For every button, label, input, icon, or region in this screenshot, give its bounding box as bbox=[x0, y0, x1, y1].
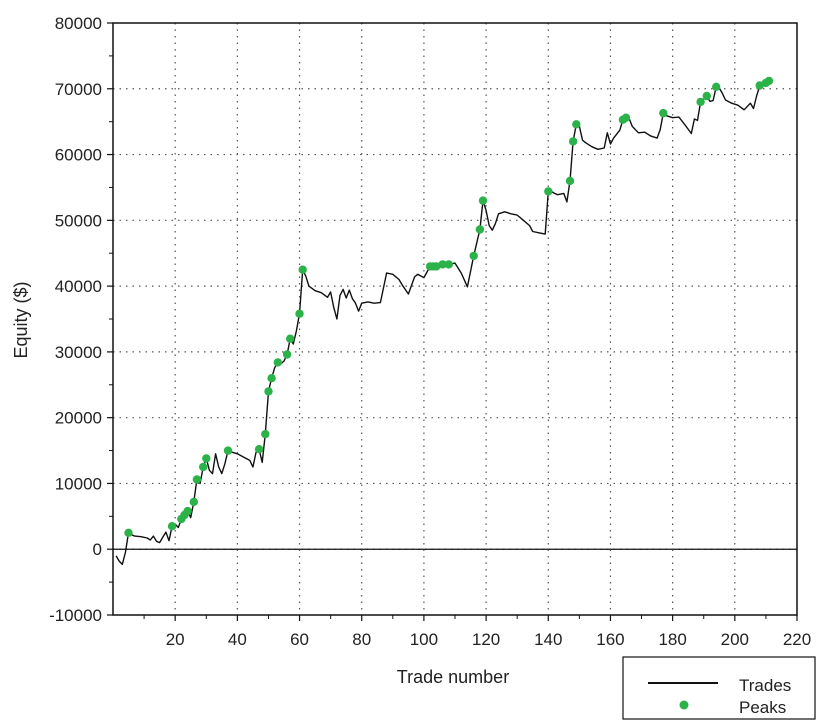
plot-frame bbox=[112, 22, 798, 616]
peak-point bbox=[572, 120, 581, 129]
x-tick-label: 20 bbox=[166, 630, 185, 649]
y-tick-label: 0 bbox=[93, 540, 102, 559]
peak-point bbox=[544, 187, 553, 196]
peak-point bbox=[273, 358, 282, 367]
x-axis-ticks: 20 40 60 80 100 120 140 160 180 200 220 bbox=[143, 615, 811, 649]
y-tick-label: 50000 bbox=[55, 211, 102, 230]
x-tick-label: 40 bbox=[228, 630, 247, 649]
peak-point bbox=[261, 429, 270, 439]
legend-peaks-swatch bbox=[679, 700, 689, 710]
x-tick-label: 80 bbox=[352, 630, 371, 649]
peak-point bbox=[702, 91, 711, 101]
y-tick-label: 60000 bbox=[55, 146, 102, 165]
grid-lines bbox=[113, 23, 797, 615]
y-tick-label: 20000 bbox=[55, 409, 102, 428]
x-tick-label: 220 bbox=[783, 630, 811, 649]
peak-point bbox=[469, 251, 478, 261]
x-tick-label: 60 bbox=[290, 630, 309, 649]
peak-point bbox=[298, 265, 307, 274]
peak-point bbox=[621, 113, 631, 122]
peak-point bbox=[696, 97, 705, 107]
trades-line bbox=[115, 80, 770, 566]
peak-point bbox=[438, 260, 447, 269]
peak-point bbox=[189, 497, 198, 507]
peak-point bbox=[295, 309, 304, 318]
peak-point bbox=[267, 374, 276, 383]
peak-point bbox=[764, 76, 774, 86]
x-tick-label: 140 bbox=[534, 630, 562, 649]
x-tick-label: 160 bbox=[596, 630, 624, 649]
peak-point bbox=[432, 262, 441, 271]
y-tick-label: -10000 bbox=[49, 606, 102, 625]
peak-point bbox=[444, 260, 453, 269]
y-tick-label: 30000 bbox=[55, 343, 102, 362]
peak-point bbox=[475, 225, 485, 234]
legend: Trades Peaks bbox=[622, 656, 816, 720]
peak-point bbox=[202, 454, 211, 463]
x-tick-label: 100 bbox=[410, 630, 438, 649]
peak-point bbox=[282, 350, 292, 359]
y-axis-ticks: -10000 0 10000 20000 30000 40000 50000 60000 700… bbox=[49, 14, 113, 625]
peak-point bbox=[286, 334, 295, 343]
peak-point bbox=[565, 176, 575, 186]
legend-peaks-label: Peaks bbox=[739, 698, 786, 717]
peak-point bbox=[167, 522, 177, 531]
y-tick-label: 40000 bbox=[55, 277, 102, 296]
x-axis-title: Trade number bbox=[397, 667, 509, 687]
x-tick-label: 120 bbox=[472, 630, 500, 649]
peak-point bbox=[199, 462, 208, 472]
legend-trades-label: Trades bbox=[739, 676, 791, 695]
peak-point bbox=[264, 387, 273, 396]
peak-point bbox=[183, 506, 192, 516]
peak-point bbox=[478, 196, 488, 205]
peak-point bbox=[223, 446, 233, 455]
peak-point bbox=[712, 82, 721, 92]
x-tick-label: 200 bbox=[721, 630, 749, 649]
peak-point bbox=[124, 528, 133, 537]
y-tick-label: 10000 bbox=[55, 474, 102, 493]
peak-point bbox=[254, 445, 264, 454]
y-axis-title: Equity ($) bbox=[11, 281, 31, 358]
legend-box bbox=[622, 656, 816, 720]
peak-point bbox=[659, 108, 668, 118]
x-tick-label: 180 bbox=[658, 630, 686, 649]
series-layer bbox=[115, 76, 774, 566]
peak-point bbox=[192, 475, 202, 484]
peak-point bbox=[568, 137, 578, 146]
y-tick-label: 80000 bbox=[55, 14, 102, 33]
y-tick-label: 70000 bbox=[55, 80, 102, 99]
